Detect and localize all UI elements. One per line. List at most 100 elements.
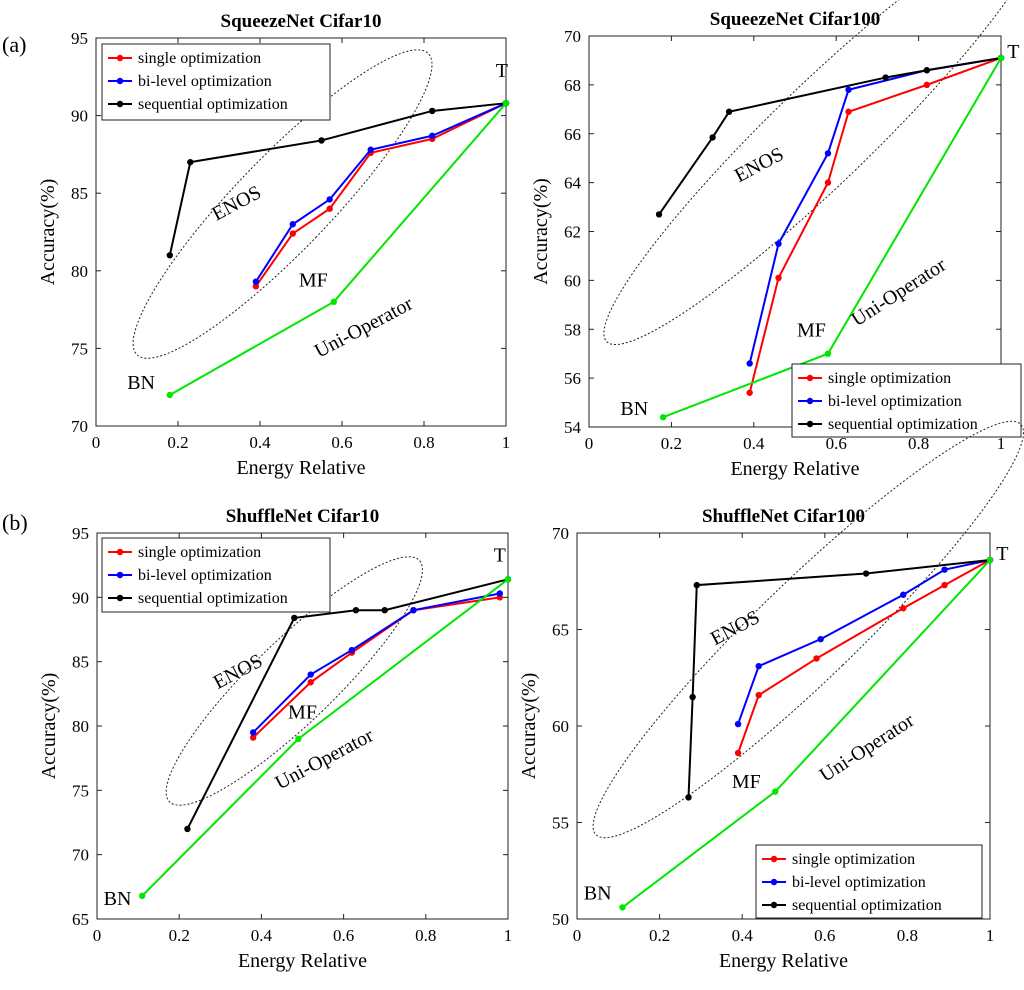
enos-ellipse xyxy=(592,420,1024,839)
legend-entry-label: sequential optimization xyxy=(138,96,288,113)
y-tick-label: 60 xyxy=(552,717,569,736)
data-point xyxy=(252,278,260,285)
data-point xyxy=(330,298,337,306)
data-point xyxy=(746,389,753,396)
data-point xyxy=(813,655,820,662)
series-single-optimization xyxy=(746,54,1005,396)
annotation-label: Uni-Operator xyxy=(311,292,417,362)
x-tick-label: 0.2 xyxy=(649,926,670,945)
data-point xyxy=(367,146,374,153)
data-point xyxy=(817,635,824,643)
data-point xyxy=(923,67,931,74)
y-tick-label: 70 xyxy=(72,846,89,865)
x-tick-label: 0.6 xyxy=(331,433,352,452)
data-point xyxy=(289,230,296,237)
x-tick-label: 0 xyxy=(585,434,594,453)
data-point xyxy=(824,179,832,186)
chart-panel-2: 0 0.2 0.4 0.6 0.8 1 54 56 58 60 62 64 66 68 70 SqueezeN… xyxy=(530,0,1024,480)
data-point xyxy=(307,671,314,678)
y-axis-label: Accuracy(%) xyxy=(530,178,552,285)
y-tick-label: 80 xyxy=(72,717,89,736)
legend-swatch-marker xyxy=(116,77,124,85)
y-tick-label: 70 xyxy=(552,524,569,543)
annotation-label: Uni-Operator xyxy=(816,709,919,786)
y-tick-label: 68 xyxy=(564,76,581,95)
legend: single optimization bi-level optimization… xyxy=(791,363,1022,438)
series-line xyxy=(255,102,507,287)
data-point xyxy=(291,614,298,622)
data-point xyxy=(986,556,994,564)
data-point xyxy=(845,108,852,115)
data-point xyxy=(318,137,325,144)
x-axis-label: Energy Relative xyxy=(238,950,367,972)
data-point xyxy=(307,679,314,686)
x-tick-label: 0.6 xyxy=(814,926,835,945)
series-sequential-optimization xyxy=(655,54,1005,218)
x-tick-label: 0.2 xyxy=(661,434,682,453)
series-line xyxy=(662,57,1002,419)
legend-swatch-marker xyxy=(116,100,124,108)
data-point xyxy=(923,81,931,89)
x-tick-label: 1 xyxy=(986,926,995,945)
series-line xyxy=(658,57,1002,215)
legend-swatch-marker xyxy=(806,374,814,382)
data-point xyxy=(734,720,742,728)
series-sequential-optimization xyxy=(685,556,994,801)
legend-entry-label: single optimization xyxy=(828,370,951,387)
annotation-label: BN xyxy=(620,398,648,420)
y-tick-label: 54 xyxy=(564,418,582,437)
x-tick-label: 0.8 xyxy=(415,926,436,945)
legend-swatch-marker xyxy=(806,397,814,405)
y-tick-label: 66 xyxy=(564,125,581,144)
annotation-label: MF xyxy=(288,701,317,723)
legend-box xyxy=(755,844,983,919)
data-point xyxy=(249,734,257,741)
data-point xyxy=(326,196,333,203)
data-point xyxy=(755,662,762,670)
legend-swatch-marker xyxy=(806,420,814,428)
x-tick-label: 0.4 xyxy=(249,433,271,452)
legend-swatch-marker xyxy=(770,901,778,909)
enos-ellipse xyxy=(132,49,433,359)
legend-swatch-marker xyxy=(116,571,124,579)
legend-box xyxy=(101,537,331,613)
data-point xyxy=(496,590,503,597)
legend-entry-label: bi-level optimization xyxy=(792,874,926,891)
x-tick-label: 0 xyxy=(93,926,102,945)
chart-title: SqueezeNet Cifar100 xyxy=(710,9,880,30)
x-tick-label: 0.6 xyxy=(826,434,847,453)
data-point xyxy=(689,693,696,701)
x-axis-label: Energy Relative xyxy=(719,950,848,972)
x-tick-label: 0.8 xyxy=(897,926,918,945)
row-label-a: (a) xyxy=(2,32,26,57)
data-point xyxy=(504,576,512,583)
legend-swatch-marker xyxy=(770,878,778,886)
data-point xyxy=(941,581,948,589)
x-tick-label: 0.4 xyxy=(743,434,765,453)
y-tick-label: 80 xyxy=(71,262,88,281)
annotation-label: ENOS xyxy=(731,143,787,187)
annotation-label: BN xyxy=(584,883,612,905)
row-label-b: (b) xyxy=(2,510,28,535)
x-tick-label: 1 xyxy=(504,926,513,945)
data-point xyxy=(348,646,356,654)
legend-entry-label: bi-level optimization xyxy=(138,73,272,90)
x-tick-label: 0.6 xyxy=(333,926,354,945)
legend: single optimization bi-level optimization… xyxy=(755,844,983,919)
series-bi-level-optimization xyxy=(252,99,510,285)
annotation-label: BN xyxy=(104,888,132,910)
data-point xyxy=(775,274,782,282)
x-tick-label: 0.8 xyxy=(908,434,929,453)
data-point xyxy=(862,570,870,577)
data-point xyxy=(941,566,948,573)
chart-panel-3: 0 0.2 0.4 0.6 0.8 1 65 70 75 80 85 90 95 ShuffleNet C… xyxy=(38,506,512,972)
series-uni-operator xyxy=(139,576,512,900)
data-point xyxy=(166,391,173,399)
data-point xyxy=(772,788,779,795)
y-tick-label: 64 xyxy=(564,174,582,193)
data-point xyxy=(326,205,333,212)
data-point xyxy=(289,221,296,228)
chart-title: ShuffleNet Cifar10 xyxy=(226,506,380,527)
series-uni-operator xyxy=(619,556,994,911)
